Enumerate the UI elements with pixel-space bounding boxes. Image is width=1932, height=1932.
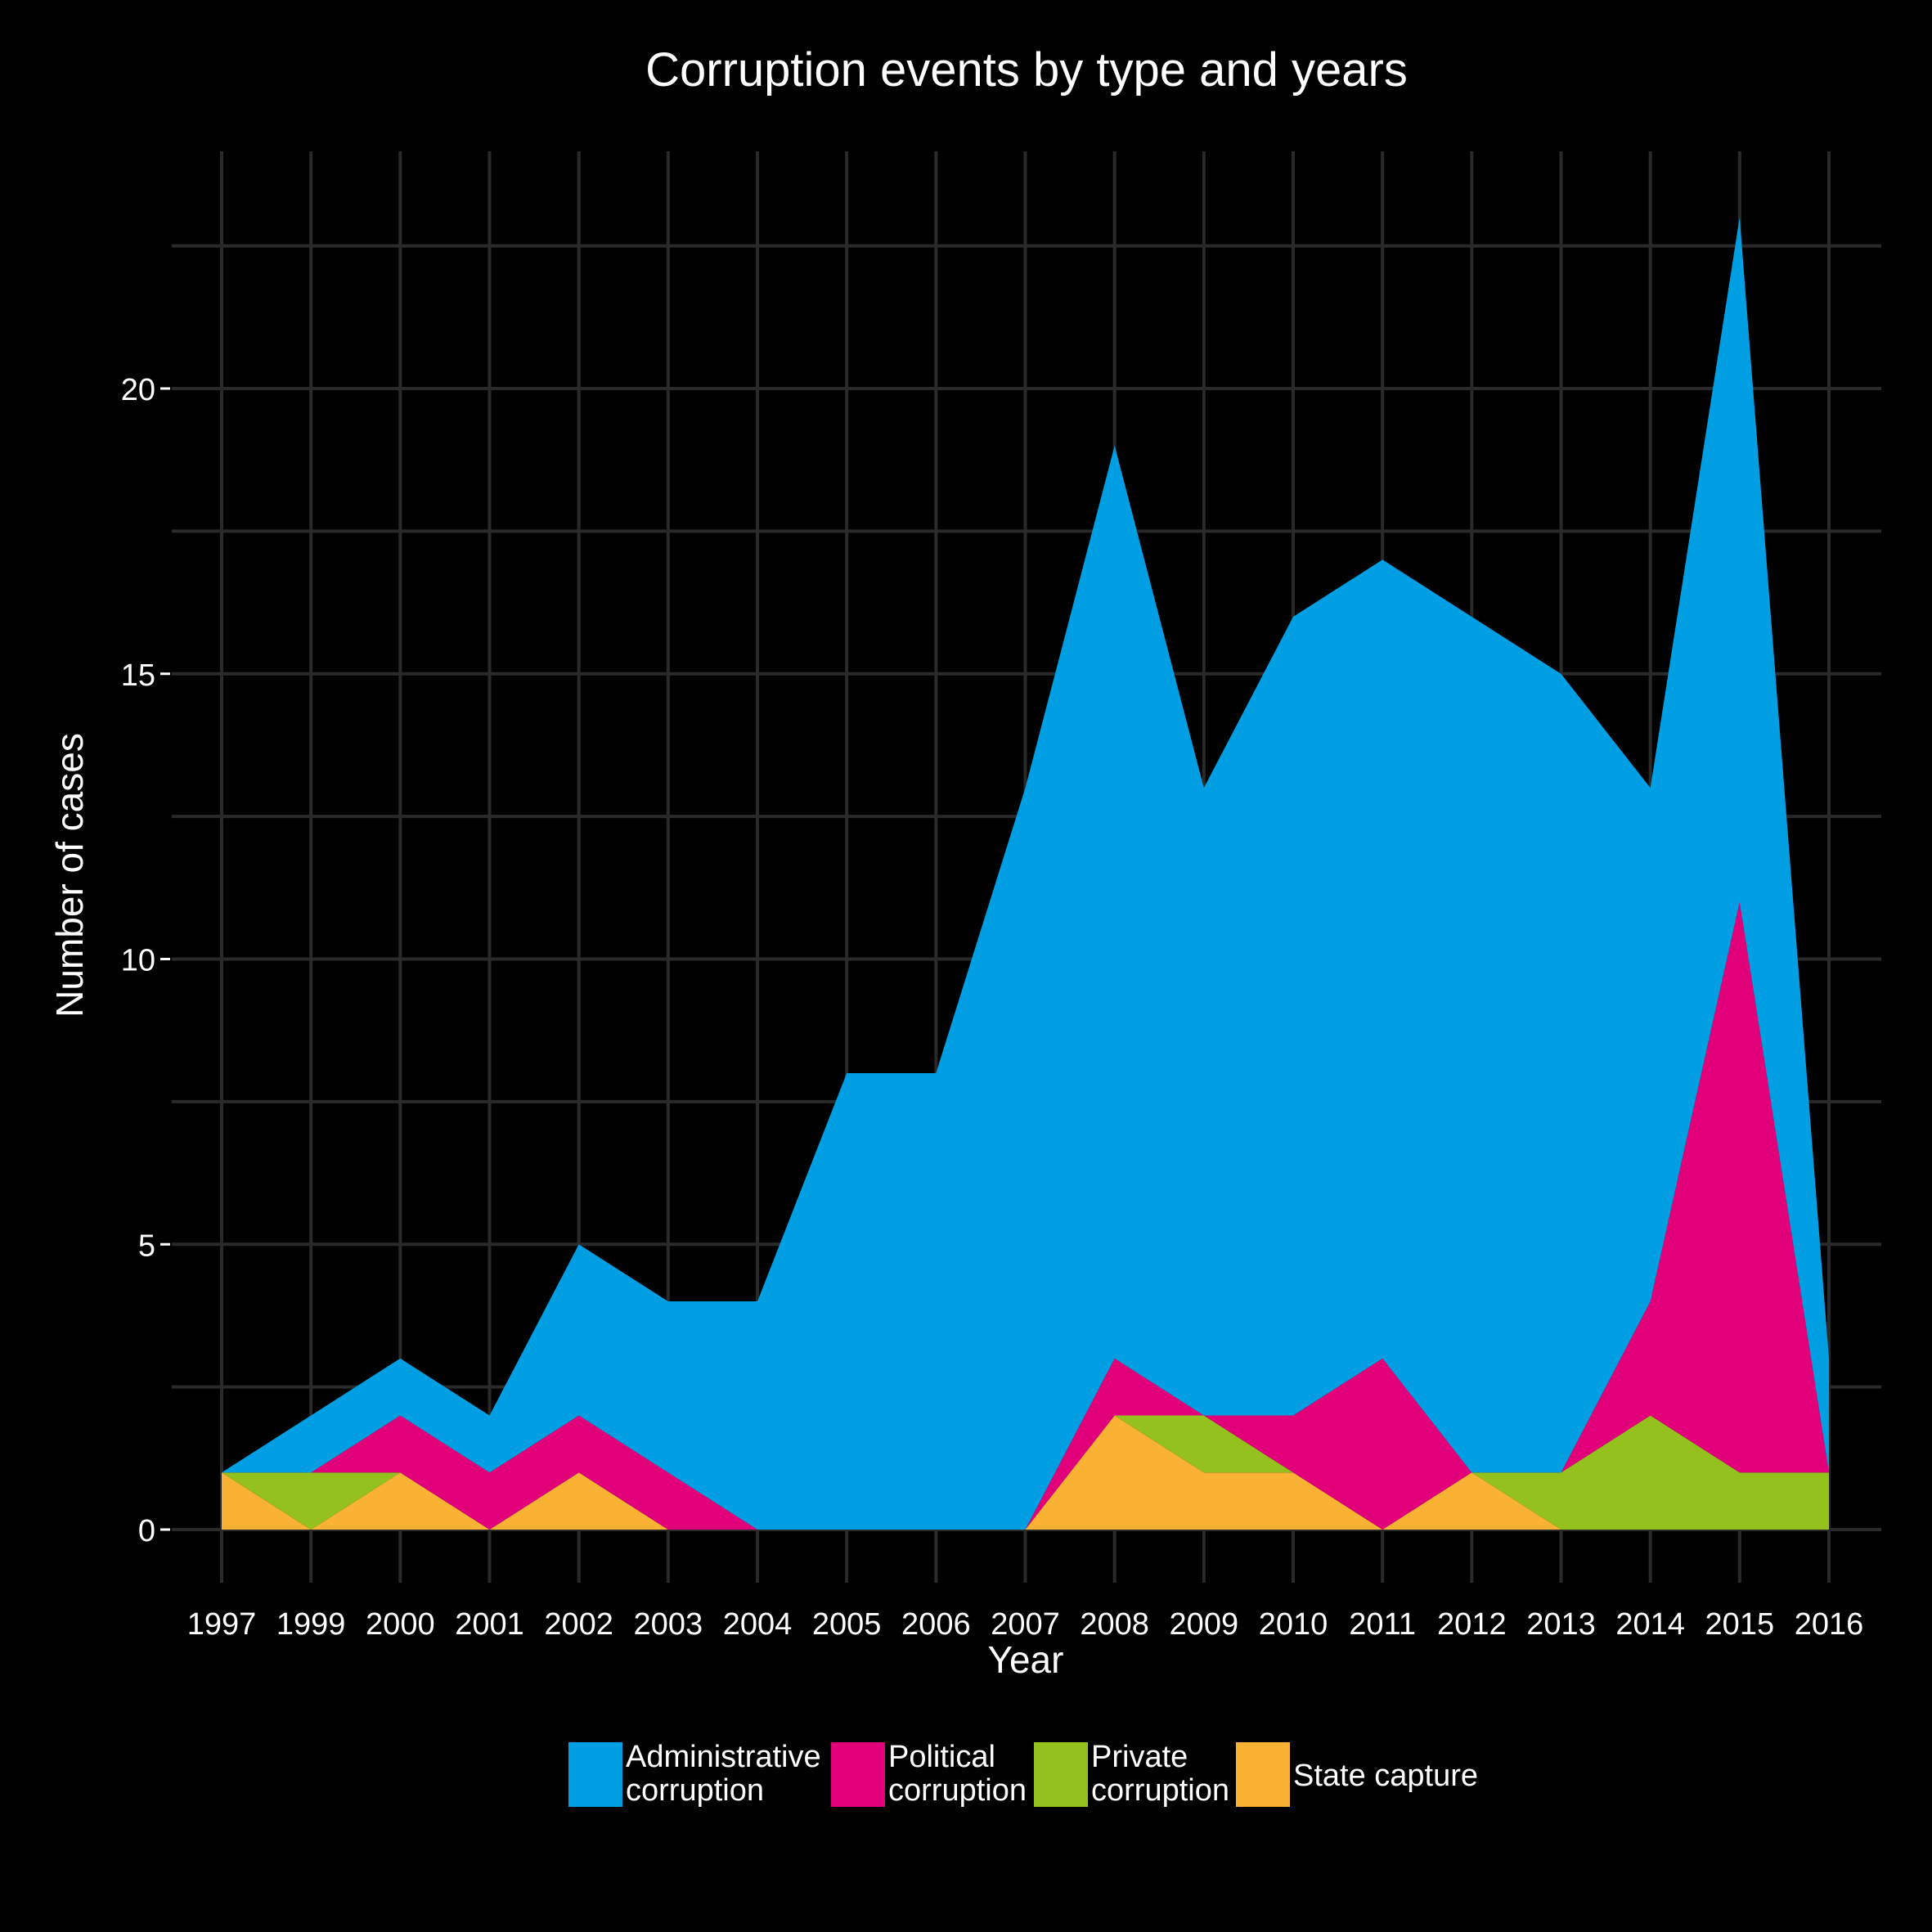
x-tick-label: 2005	[812, 1607, 882, 1642]
x-tick-label: 2015	[1705, 1607, 1775, 1642]
y-tick-label: 15	[121, 658, 155, 693]
x-tick-label: 2002	[544, 1607, 613, 1642]
x-tick-label: 2011	[1349, 1607, 1416, 1642]
x-tick-label: 2007	[991, 1607, 1060, 1642]
y-axis-label: Number of cases	[48, 733, 91, 1018]
x-tick-label: 1999	[276, 1607, 346, 1642]
legend-label: State capture	[1293, 1759, 1478, 1793]
area-administrative-corruption	[222, 217, 1829, 1530]
legend-swatch	[1034, 1742, 1088, 1807]
x-tick-label: 1997	[187, 1607, 257, 1642]
x-tick-label: 2009	[1170, 1607, 1239, 1642]
legend-label: Private corruption	[1091, 1740, 1229, 1808]
legend-swatch	[568, 1742, 622, 1807]
y-tick-label: 10	[121, 944, 155, 978]
x-tick-label: 2000	[366, 1607, 435, 1642]
area-political-corruption	[222, 901, 1829, 1530]
x-tick-label: 2004	[723, 1607, 793, 1642]
legend-swatch	[831, 1742, 885, 1807]
y-tick-label: 20	[121, 373, 155, 407]
legend-label: Political corruption	[888, 1740, 1027, 1808]
area-private-corruption	[222, 1415, 1829, 1530]
y-tick-label: 5	[138, 1229, 155, 1263]
area-state-capture	[222, 1415, 1829, 1530]
x-tick-label: 2006	[901, 1607, 971, 1642]
legend-label: Administrative corruption	[626, 1740, 821, 1808]
x-tick-label: 2001	[455, 1607, 524, 1642]
x-tick-label: 2013	[1526, 1607, 1596, 1642]
x-tick-label: 2012	[1437, 1607, 1507, 1642]
x-tick-label: 2014	[1615, 1607, 1685, 1642]
x-axis-label: Year	[988, 1638, 1064, 1681]
legend-swatch	[1236, 1742, 1290, 1807]
x-tick-label: 2008	[1080, 1607, 1149, 1642]
x-tick-label: 2003	[634, 1607, 703, 1642]
x-tick-label: 2016	[1795, 1607, 1864, 1642]
x-tick-label: 2010	[1259, 1607, 1328, 1642]
chart-title: Corruption events by type and years	[645, 43, 1408, 97]
y-tick-label: 0	[138, 1514, 155, 1548]
